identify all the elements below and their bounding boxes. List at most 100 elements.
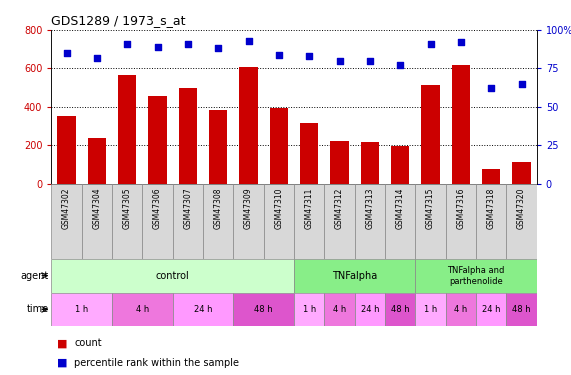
Text: 4 h: 4 h (333, 305, 346, 314)
Text: GSM47312: GSM47312 (335, 188, 344, 229)
Point (244, 38, 253, 44)
Bar (203, 184, 234, 259)
Bar (355, 292, 385, 326)
Bar (179, 88, 197, 184)
Text: 48 h: 48 h (512, 305, 531, 314)
Bar (58, 117, 75, 184)
Text: GSM47302: GSM47302 (62, 188, 71, 229)
Bar (452, 64, 470, 184)
Point (153, 44, 162, 50)
Bar (209, 110, 227, 184)
Bar (239, 66, 258, 184)
Bar (300, 123, 319, 184)
Bar (506, 184, 537, 259)
Text: GSM47308: GSM47308 (214, 188, 223, 229)
Bar (446, 292, 476, 326)
Bar (88, 138, 106, 184)
Point (123, 41, 132, 47)
Text: GSM47304: GSM47304 (93, 188, 102, 229)
Text: percentile rank within the sample: percentile rank within the sample (74, 358, 239, 368)
Bar (416, 292, 446, 326)
Bar (331, 141, 349, 184)
Text: GSM47305: GSM47305 (123, 188, 132, 229)
Bar (355, 184, 385, 259)
Bar (148, 96, 167, 184)
Text: GSM47320: GSM47320 (517, 188, 526, 229)
Text: 4 h: 4 h (455, 305, 468, 314)
Text: 1 h: 1 h (424, 305, 437, 314)
Bar (361, 142, 379, 184)
Bar (294, 292, 324, 326)
Bar (446, 184, 476, 259)
Text: 1 h: 1 h (75, 305, 89, 314)
Text: GSM47315: GSM47315 (426, 188, 435, 229)
Point (305, 53, 314, 59)
Bar (294, 184, 324, 259)
Bar (234, 292, 294, 326)
Bar (270, 108, 288, 184)
Text: count: count (74, 338, 102, 348)
Text: TNFalpha: TNFalpha (332, 271, 377, 280)
Text: 48 h: 48 h (255, 305, 273, 314)
Bar (112, 292, 173, 326)
Bar (324, 184, 355, 259)
Point (274, 52, 283, 58)
Text: 4 h: 4 h (136, 305, 149, 314)
Bar (416, 259, 537, 292)
Text: ■: ■ (57, 358, 67, 368)
Point (486, 86, 496, 92)
Bar (506, 292, 537, 326)
Point (335, 58, 344, 64)
Text: GSM47309: GSM47309 (244, 188, 253, 229)
Bar (391, 146, 409, 184)
Text: ■: ■ (57, 338, 67, 348)
Bar (385, 184, 416, 259)
Text: time: time (26, 304, 49, 314)
Text: 48 h: 48 h (391, 305, 409, 314)
Text: GSM47318: GSM47318 (486, 188, 496, 229)
Text: agent: agent (21, 271, 49, 280)
Text: GSM47313: GSM47313 (365, 188, 375, 229)
Point (93, 55, 102, 61)
Point (426, 41, 435, 47)
Text: GSM47311: GSM47311 (305, 188, 313, 229)
Text: control: control (156, 271, 190, 280)
Bar (476, 184, 506, 259)
Bar (112, 184, 142, 259)
Bar (51, 259, 294, 292)
Bar (476, 292, 506, 326)
Bar (118, 75, 136, 184)
Point (214, 45, 223, 51)
Text: GSM47314: GSM47314 (396, 188, 405, 229)
Bar (51, 292, 112, 326)
Text: GSM47316: GSM47316 (456, 188, 465, 229)
Bar (173, 184, 203, 259)
Text: GSM47307: GSM47307 (183, 188, 192, 229)
Point (365, 58, 375, 64)
Point (517, 81, 526, 87)
Bar (82, 184, 112, 259)
Bar (324, 292, 355, 326)
Point (62, 50, 71, 56)
Bar (385, 292, 416, 326)
Text: 24 h: 24 h (361, 305, 379, 314)
Bar (264, 184, 294, 259)
Text: GDS1289 / 1973_s_at: GDS1289 / 1973_s_at (51, 15, 186, 27)
Bar (513, 162, 530, 184)
Bar (416, 184, 446, 259)
Text: GSM47310: GSM47310 (275, 188, 283, 229)
Bar (142, 184, 172, 259)
Bar (234, 184, 264, 259)
Text: 24 h: 24 h (194, 305, 212, 314)
Bar (482, 170, 500, 184)
Text: TNFalpha and
parthenolide: TNFalpha and parthenolide (448, 266, 505, 286)
Text: GSM47306: GSM47306 (153, 188, 162, 229)
Text: 24 h: 24 h (482, 305, 501, 314)
Bar (51, 184, 82, 259)
Point (456, 39, 465, 45)
Bar (173, 292, 234, 326)
Bar (294, 259, 416, 292)
Bar (421, 85, 440, 184)
Text: 1 h: 1 h (303, 305, 316, 314)
Point (396, 62, 405, 68)
